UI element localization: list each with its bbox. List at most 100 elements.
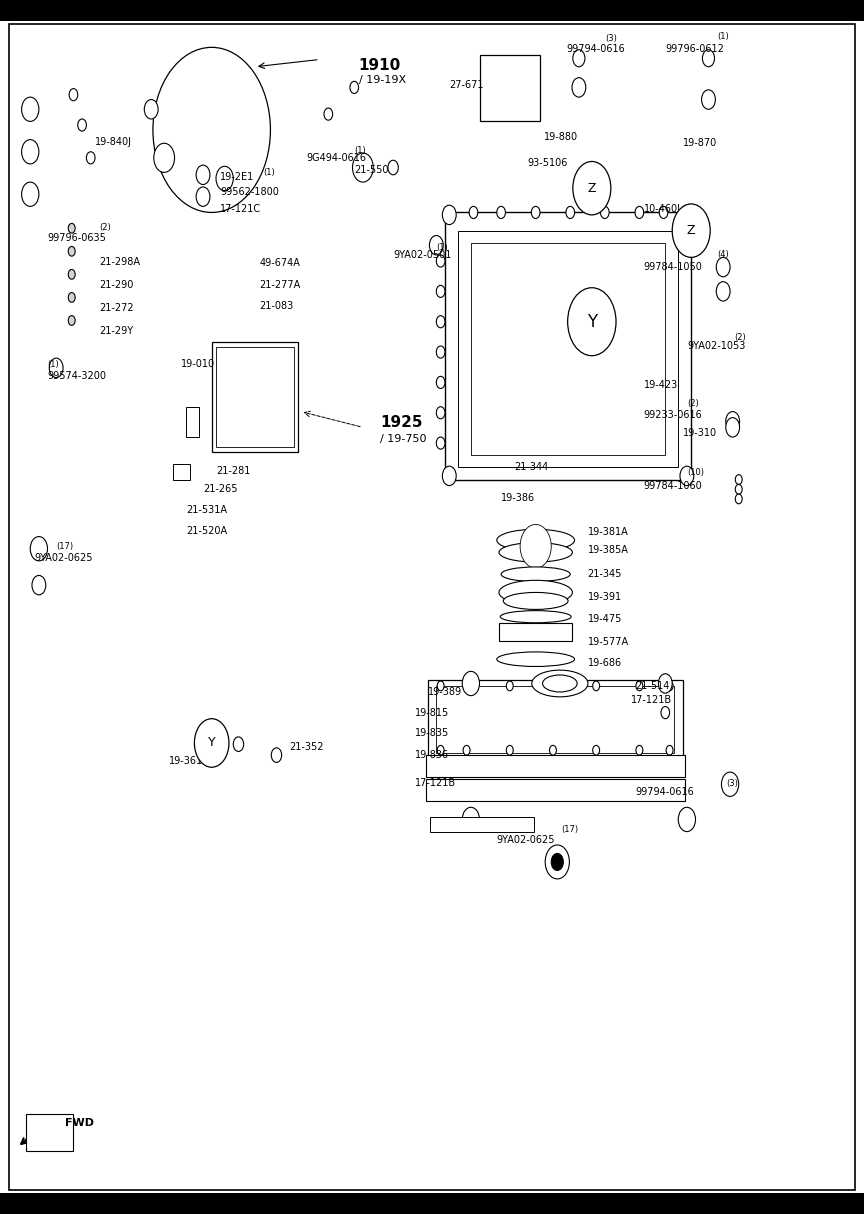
Text: 17-121C: 17-121C [220,204,262,214]
Text: 99784-1060: 99784-1060 [644,481,702,490]
Text: Z: Z [588,182,596,194]
Text: 99794-0616: 99794-0616 [566,44,625,53]
Circle shape [436,255,445,267]
Ellipse shape [500,611,571,623]
Circle shape [86,152,95,164]
Circle shape [22,97,39,121]
Ellipse shape [499,543,572,562]
Circle shape [462,671,480,696]
Text: 19-423: 19-423 [644,380,678,390]
Circle shape [324,108,333,120]
Circle shape [271,748,282,762]
Text: 21-281: 21-281 [216,466,251,476]
Circle shape [666,681,673,691]
Circle shape [22,182,39,206]
Circle shape [735,494,742,504]
Text: 17-121B: 17-121B [631,696,672,705]
Bar [216,347,294,447]
Circle shape [573,161,611,215]
Text: 19-836: 19-836 [415,750,448,760]
Circle shape [68,316,75,325]
Text: 21-550: 21-550 [354,165,389,175]
Ellipse shape [503,592,568,609]
Circle shape [659,206,668,219]
Circle shape [68,246,75,256]
Circle shape [636,681,643,691]
Circle shape [678,807,696,832]
Circle shape [735,475,742,484]
Circle shape [716,257,730,277]
Text: 19-840J: 19-840J [95,137,132,147]
Bar [436,686,674,753]
Text: 19-381A: 19-381A [588,527,628,537]
Circle shape [442,205,456,225]
Text: (10): (10) [687,467,704,477]
Text: 99796-0635: 99796-0635 [48,233,106,243]
Text: 19-475: 19-475 [588,614,622,624]
Circle shape [469,206,478,219]
Text: 1910: 1910 [359,58,401,73]
Bar [471,243,665,455]
Text: 21-083: 21-083 [259,301,294,311]
Bar [430,817,534,832]
Bar [426,755,685,777]
Circle shape [463,681,470,691]
Text: 17-121B: 17-121B [415,778,456,788]
Ellipse shape [501,567,570,582]
Text: (2): (2) [734,333,746,342]
Text: (4): (4) [717,250,729,260]
Circle shape [436,376,445,388]
Circle shape [520,524,551,568]
Text: (1): (1) [436,243,448,253]
Circle shape [702,90,715,109]
Circle shape [661,707,670,719]
Text: (17): (17) [562,824,579,834]
Text: Z: Z [683,226,692,240]
Text: 10-460J: 10-460J [644,204,681,214]
Text: 21-29Y: 21-29Y [99,327,133,336]
Text: (1): (1) [48,359,60,369]
Text: 19-686: 19-686 [588,658,621,668]
Text: 19-391: 19-391 [588,592,621,602]
Circle shape [573,50,585,67]
Text: FWD: FWD [65,1118,94,1128]
Circle shape [196,187,210,206]
Circle shape [672,204,710,257]
Text: (1): (1) [264,168,276,177]
Circle shape [506,681,513,691]
Circle shape [144,100,158,119]
Text: (3): (3) [605,34,617,44]
Text: 9YA02-0625: 9YA02-0625 [497,835,556,845]
Text: / 19-19X: / 19-19X [359,75,406,85]
Text: Y: Y [208,737,215,749]
Circle shape [437,745,444,755]
Text: 9YA02-0625: 9YA02-0625 [35,554,93,563]
Bar [26,1114,73,1151]
Text: 49-674A: 49-674A [259,259,300,268]
Circle shape [429,236,443,255]
Circle shape [153,47,270,212]
Text: 99794-0616: 99794-0616 [635,787,694,796]
Circle shape [721,772,739,796]
Circle shape [680,205,694,225]
Text: 19-361: 19-361 [168,756,202,766]
Text: 19-010: 19-010 [181,359,215,369]
Circle shape [600,206,609,219]
Circle shape [68,223,75,233]
Circle shape [32,575,46,595]
Text: 19-386: 19-386 [501,493,535,503]
Circle shape [436,285,445,297]
Text: Y: Y [587,313,597,330]
Text: 19-577A: 19-577A [588,637,629,647]
Circle shape [497,206,505,219]
Text: Z: Z [579,181,588,195]
Circle shape [436,407,445,419]
Circle shape [572,78,586,97]
Text: (1): (1) [717,32,729,41]
Text: 19-389: 19-389 [428,687,461,697]
Text: 19-310: 19-310 [683,429,716,438]
Circle shape [78,119,86,131]
Circle shape [437,681,444,691]
Circle shape [350,81,359,93]
Circle shape [436,437,445,449]
